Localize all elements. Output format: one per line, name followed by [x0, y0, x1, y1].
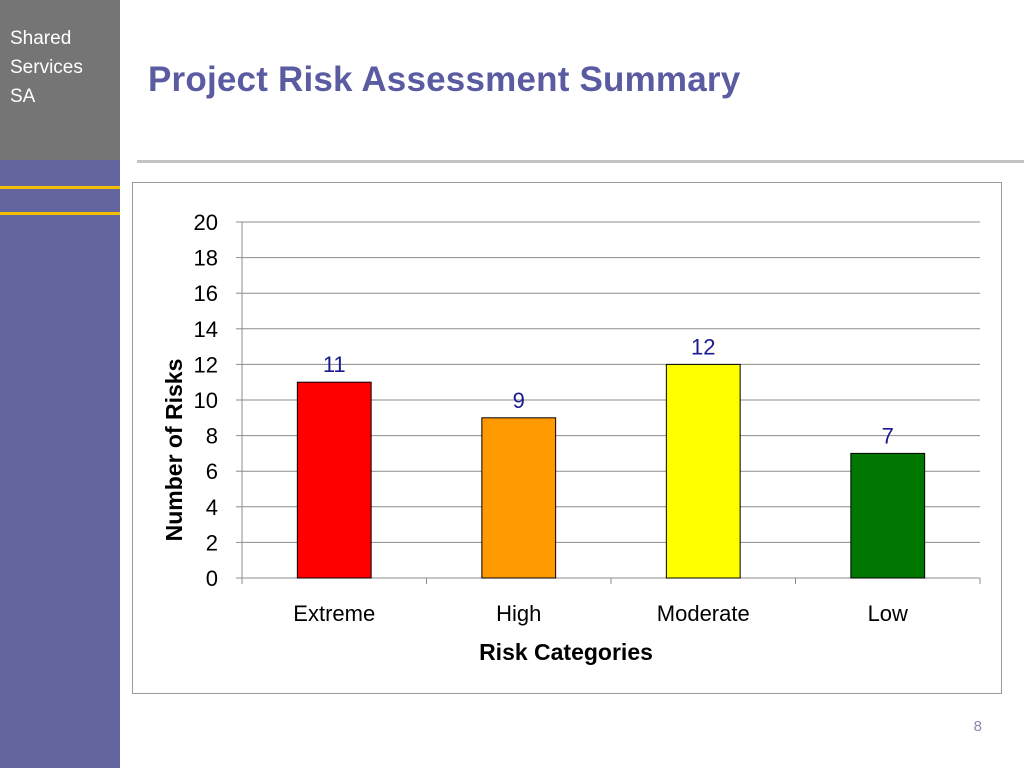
bar-low	[850, 452, 926, 579]
y-tick-label: 10	[194, 388, 218, 413]
y-tick-label: 18	[194, 246, 218, 271]
data-label: 9	[513, 388, 525, 413]
chart-frame	[132, 182, 1002, 694]
page-number: 8	[973, 718, 982, 735]
x-tick-label: Extreme	[293, 601, 375, 626]
y-tick-label: 14	[194, 317, 218, 342]
data-label: 12	[691, 334, 715, 359]
x-axis-title: Risk Categories	[479, 639, 653, 665]
bar-high	[481, 417, 557, 579]
accent-line-bottom	[0, 212, 120, 215]
y-tick-label: 8	[206, 424, 218, 449]
accent-line-top	[0, 186, 120, 189]
sidebar: Shared Services SA	[0, 0, 120, 768]
x-tick-label: High	[496, 601, 541, 626]
data-label: 11	[323, 352, 346, 377]
x-tick-label: Moderate	[657, 601, 750, 626]
x-tick-label: Low	[868, 601, 908, 626]
y-tick-label: 16	[194, 281, 218, 306]
title-divider	[137, 160, 1024, 163]
y-tick-label: 12	[194, 352, 218, 377]
bar-moderate	[665, 363, 741, 579]
bar-extreme	[296, 381, 372, 579]
y-axis-title: Number of Risks	[161, 359, 187, 542]
y-tick-label: 20	[194, 210, 218, 235]
logo-box: Shared Services SA	[0, 0, 120, 160]
logo-text: Shared Services SA	[10, 28, 83, 107]
y-tick-label: 6	[206, 459, 218, 484]
y-tick-label: 2	[206, 530, 218, 555]
y-tick-label: 4	[206, 495, 218, 520]
y-tick-label: 0	[206, 566, 218, 591]
data-label: 7	[882, 423, 894, 448]
bar-chart: 0 2 4 6 8 10 12 14 16 18 20 11 Extreme 9 High 12 Moderat…	[161, 210, 981, 665]
slide-title: Project Risk Assessment Summary	[148, 60, 741, 99]
